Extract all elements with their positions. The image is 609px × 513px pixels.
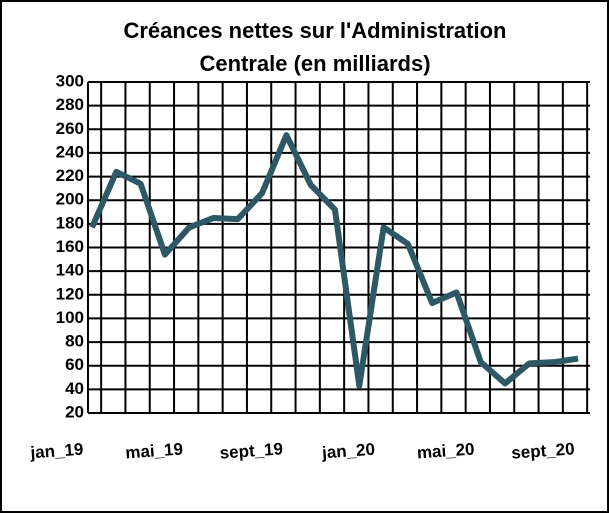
y-tick-label: 220: [56, 166, 84, 185]
chart-title: Créances nettes sur l'Administration: [123, 18, 506, 43]
y-tick-label: 260: [56, 119, 84, 138]
y-tick-label: 100: [56, 308, 84, 327]
x-tick-label: jan_19: [29, 440, 84, 463]
y-tick-label: 60: [65, 355, 84, 374]
y-tick-label: 180: [56, 213, 84, 232]
x-tick-label: mai_20: [416, 439, 475, 462]
y-tick-label: 200: [56, 190, 84, 209]
y-tick-label: 40: [65, 379, 84, 398]
y-tick-label: 160: [56, 237, 84, 256]
x-tick-label: sept_20: [511, 439, 575, 462]
y-tick-label: 300: [56, 71, 84, 90]
x-tick-label: jan_20: [320, 440, 375, 463]
y-tick-label: 20: [65, 402, 84, 421]
x-tick-label: mai_19: [125, 439, 184, 462]
y-tick-label: 80: [65, 332, 84, 351]
x-tick-label: sept_19: [219, 439, 283, 462]
line-series: [89, 132, 579, 389]
y-tick-label: 120: [56, 284, 84, 303]
y-tick-label: 280: [56, 95, 84, 114]
y-tick-label: 240: [56, 142, 84, 161]
chart-title: Centrale (en milliards): [199, 51, 430, 76]
y-tick-label: 140: [56, 261, 84, 280]
